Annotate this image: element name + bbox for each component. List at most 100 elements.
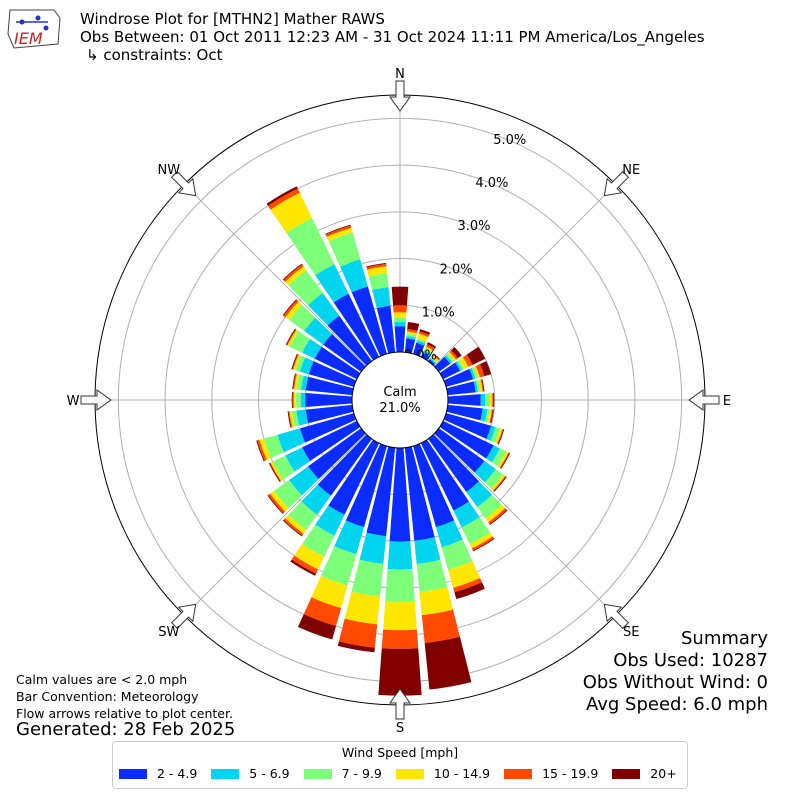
legend-label: 20+ — [650, 766, 677, 781]
windrose-bar — [471, 366, 478, 379]
windrose-bar — [302, 524, 335, 557]
windrose-bar — [447, 394, 481, 406]
header-obs-range: Obs Between: 01 Oct 2011 12:23 AM - 31 O… — [80, 28, 705, 46]
windrose-bar — [296, 409, 309, 426]
windrose-bar — [444, 355, 453, 364]
windrose-bar — [295, 355, 306, 372]
windrose-bar — [461, 516, 491, 545]
windrose-bar — [289, 330, 311, 353]
windrose-bar — [407, 322, 420, 331]
header-title: Windrose Plot for [MTHN2] Mather RAWS — [80, 10, 385, 28]
direction-label: N — [395, 67, 405, 82]
legend-swatch — [303, 768, 332, 779]
windrose-bar — [493, 476, 507, 492]
grid-spoke — [433, 433, 617, 617]
windrose-bar — [288, 411, 293, 428]
windrose-bar — [311, 575, 348, 609]
windrose-bar — [299, 413, 357, 443]
windrose-bar — [404, 446, 435, 541]
iem-logo: IEM — [7, 9, 61, 49]
windrose-bar — [272, 455, 295, 480]
windrose-bar — [423, 348, 433, 355]
windrose-bar — [428, 359, 436, 366]
direction-arrows — [80, 80, 720, 720]
windrose-bar — [471, 536, 494, 551]
windrose-bar — [376, 305, 396, 354]
radial-tick-label: 3.0% — [457, 219, 490, 234]
windrose-bar — [325, 225, 352, 237]
windrose-bar — [305, 393, 353, 407]
windrose-bar — [338, 618, 378, 648]
windrose-bar — [301, 484, 331, 515]
windrose-bar — [378, 648, 422, 696]
calm-value: 21.0% — [379, 401, 420, 416]
windrose-bar — [326, 227, 353, 242]
windrose-bar — [492, 393, 494, 407]
windrose-bar — [485, 408, 490, 423]
legend-item: 10 - 14.9 — [395, 766, 491, 781]
windrose-bar — [417, 333, 429, 342]
windrose-bar — [406, 335, 416, 340]
windrose-bar — [493, 475, 507, 492]
windrose-bar — [406, 329, 418, 334]
windrose-bar — [494, 428, 503, 444]
windrose-bar — [328, 232, 361, 267]
windrose-bar — [351, 286, 387, 357]
windrose-bar — [368, 273, 389, 291]
windrose-bar — [285, 266, 307, 286]
radial-tick-label: 1.0% — [422, 305, 455, 320]
legend-label: 10 - 14.9 — [433, 766, 491, 781]
windrose-bar — [497, 428, 504, 445]
windrose-bar — [448, 560, 481, 588]
windrose-bar — [475, 380, 481, 393]
windrose-bar — [443, 413, 492, 439]
radial-tick-label: 2.0% — [440, 262, 473, 277]
windrose-bar — [425, 344, 435, 351]
windrose-bar — [308, 428, 366, 480]
windrose-bar — [439, 362, 461, 380]
windrose-bar — [393, 312, 407, 318]
windrose-bar — [283, 299, 299, 318]
windrose-bar — [477, 494, 502, 519]
windrose-bar — [449, 350, 458, 360]
windrose-bar — [366, 262, 387, 268]
windrose-bar — [489, 393, 493, 407]
windrose-bar — [385, 569, 415, 603]
grid-spoke — [433, 183, 617, 367]
note-bar-convention: Bar Convention: Meteorology — [16, 689, 199, 704]
windrose-bar — [285, 514, 307, 534]
windrose-bar — [439, 420, 494, 459]
legend: Wind Speed [mph] 2 - 4.9 5 - 6.9 7 - 9.9 10… — [112, 741, 688, 789]
windrose-bar — [259, 438, 271, 460]
legend-label: 5 - 6.9 — [249, 766, 290, 781]
windrose-bar — [416, 340, 426, 346]
windrose-bar — [480, 361, 492, 377]
windrose-bar — [302, 420, 361, 462]
windrose-bar — [285, 328, 296, 346]
direction-label: E — [723, 394, 731, 409]
windrose-bar — [293, 373, 297, 390]
windrose-bar — [257, 439, 267, 461]
windrose-bar — [466, 346, 486, 365]
summary-title: Summary — [681, 628, 768, 649]
direction-label: W — [67, 394, 80, 409]
header-constraints: ↳ constraints: Oct — [86, 46, 223, 64]
windrose-bar — [270, 461, 284, 481]
windrose-bar — [334, 520, 365, 555]
windrose-bar — [285, 301, 302, 320]
windrose-bar — [366, 263, 387, 270]
note-flow-arrows: Flow arrows relative to plot center. — [16, 706, 233, 721]
windrose-bars — [256, 186, 511, 696]
windrose-bar — [337, 641, 375, 653]
windrose-bar — [273, 480, 302, 509]
windrose-bar — [500, 452, 511, 469]
windrose-bar — [421, 609, 460, 644]
calm-label: Calm — [383, 385, 416, 400]
legend-item: 2 - 4.9 — [119, 766, 197, 781]
windrose-bar — [453, 501, 480, 528]
windrose-bar — [267, 188, 300, 210]
windrose-bar — [304, 317, 333, 345]
windrose-bar — [419, 586, 454, 616]
windrose-bar — [287, 329, 299, 347]
windrose-bar — [488, 508, 507, 525]
